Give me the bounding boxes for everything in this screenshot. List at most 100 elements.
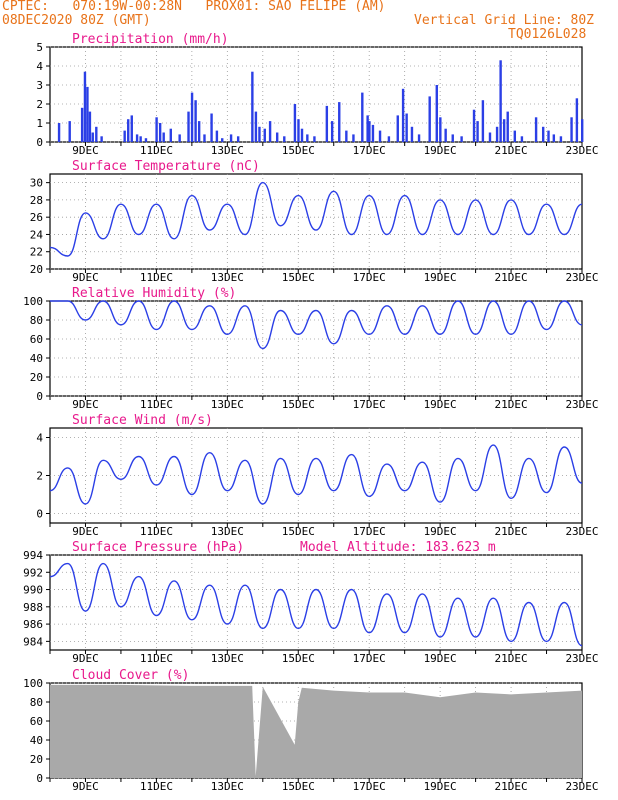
precip-bar [444,128,447,142]
precip-bar [258,126,261,142]
x-tick-label: 19DEC [424,780,457,793]
header-date: 08DEC2020 80Z (GMT) [2,13,151,28]
x-tick-label: 9DEC [72,525,99,538]
panel-title-pres: Surface Pressure (hPa) [72,540,244,555]
panel-subtitle-pres: Model Altitude: 183.623 m [300,540,496,555]
x-tick-label: 13DEC [211,780,244,793]
precip-bar [352,134,355,142]
y-tick-label: 60 [30,333,43,346]
precip-bar [297,119,300,142]
precip-bar [155,117,158,142]
y-tick-label: 80 [30,314,43,327]
y-tick-label: 988 [23,601,43,614]
x-tick-label: 11DEC [140,525,173,538]
x-tick-label: 13DEC [211,144,244,157]
panel-title-cloud: Cloud Cover (%) [72,668,189,683]
precip-bar [251,71,254,142]
x-tick-label: 23DEC [565,525,598,538]
x-tick-label: 21DEC [495,780,528,793]
x-tick-label: 11DEC [140,271,173,284]
precip-bar [368,121,371,142]
precip-bar [254,111,258,142]
precip-bar [581,119,584,142]
precip-bar [95,126,98,142]
x-tick-label: 11DEC [140,144,173,157]
precip-bar [83,71,87,142]
precip-bar [488,132,492,142]
precip-bar [325,105,329,142]
x-tick-label: 19DEC [424,652,457,665]
precip-bar [293,104,297,142]
precip-bar [371,124,375,142]
precip-bar [476,121,479,142]
precip-bar [215,130,219,142]
y-tick-label: 984 [23,635,43,648]
x-tick-label: 19DEC [424,525,457,538]
y-tick-label: 3 [36,79,43,92]
x-tick-label: 13DEC [211,398,244,411]
series-line-rh [49,300,583,350]
x-tick-label: 9DEC [72,398,99,411]
precip-bar [268,121,272,142]
y-tick-label: 26 [30,211,43,224]
cloud-cover-area [50,684,582,778]
y-tick-label: 990 [23,584,43,597]
precip-bar [300,128,304,142]
x-tick-label: 17DEC [353,652,386,665]
x-tick-label: 15DEC [282,271,315,284]
precip-bar [460,136,463,142]
x-tick-label: 9DEC [72,271,99,284]
y-tick-label: 5 [36,41,43,54]
x-tick-label: 15DEC [282,780,315,793]
x-tick-label: 17DEC [353,271,386,284]
precip-bar [210,113,213,142]
y-tick-label: 2 [36,98,43,111]
y-tick-label: 4 [36,60,43,73]
panel-frame-temp [49,173,583,270]
precip-bar [472,109,476,142]
precip-bar [158,123,162,142]
x-tick-label: 21DEC [495,652,528,665]
precip-bar [144,138,148,142]
y-tick-label: 100 [23,677,43,690]
precip-bar [236,136,240,142]
precip-bar [330,121,334,142]
x-tick-label: 9DEC [72,144,99,157]
y-tick-label: 28 [30,194,43,207]
y-tick-label: 986 [23,618,43,631]
precip-bar [169,128,172,142]
y-tick-label: 20 [30,753,43,766]
precip-bar [451,134,454,142]
precip-bar [366,115,369,142]
y-tick-label: 1 [36,117,43,130]
precip-bar [405,113,408,142]
precip-bar [313,136,316,142]
precip-bar [283,136,286,142]
precip-bar [91,132,94,142]
precip-bar [190,92,194,142]
precip-bar [559,136,563,142]
y-tick-label: 60 [30,715,43,728]
precip-bar [570,117,573,142]
precip-bar [502,119,506,142]
x-tick-label: 15DEC [282,525,315,538]
y-tick-label: 20 [30,371,43,384]
precip-bar [401,88,405,142]
x-tick-label: 11DEC [140,398,173,411]
y-tick-label: 30 [30,177,43,190]
x-tick-label: 15DEC [282,652,315,665]
panel-title-wind: Surface Wind (m/s) [72,413,213,428]
precip-bar [86,86,89,142]
y-tick-label: 994 [23,549,43,562]
y-tick-label: 100 [23,295,43,308]
y-tick-label: 4 [36,432,43,445]
x-tick-label: 17DEC [353,398,386,411]
precip-bar [387,136,391,142]
x-tick-label: 19DEC [424,271,457,284]
x-tick-label: 23DEC [565,144,598,157]
x-tick-label: 23DEC [565,398,598,411]
x-tick-label: 21DEC [495,144,528,157]
x-tick-label: 23DEC [565,780,598,793]
precip-bar [275,132,279,142]
x-tick-label: 19DEC [424,398,457,411]
